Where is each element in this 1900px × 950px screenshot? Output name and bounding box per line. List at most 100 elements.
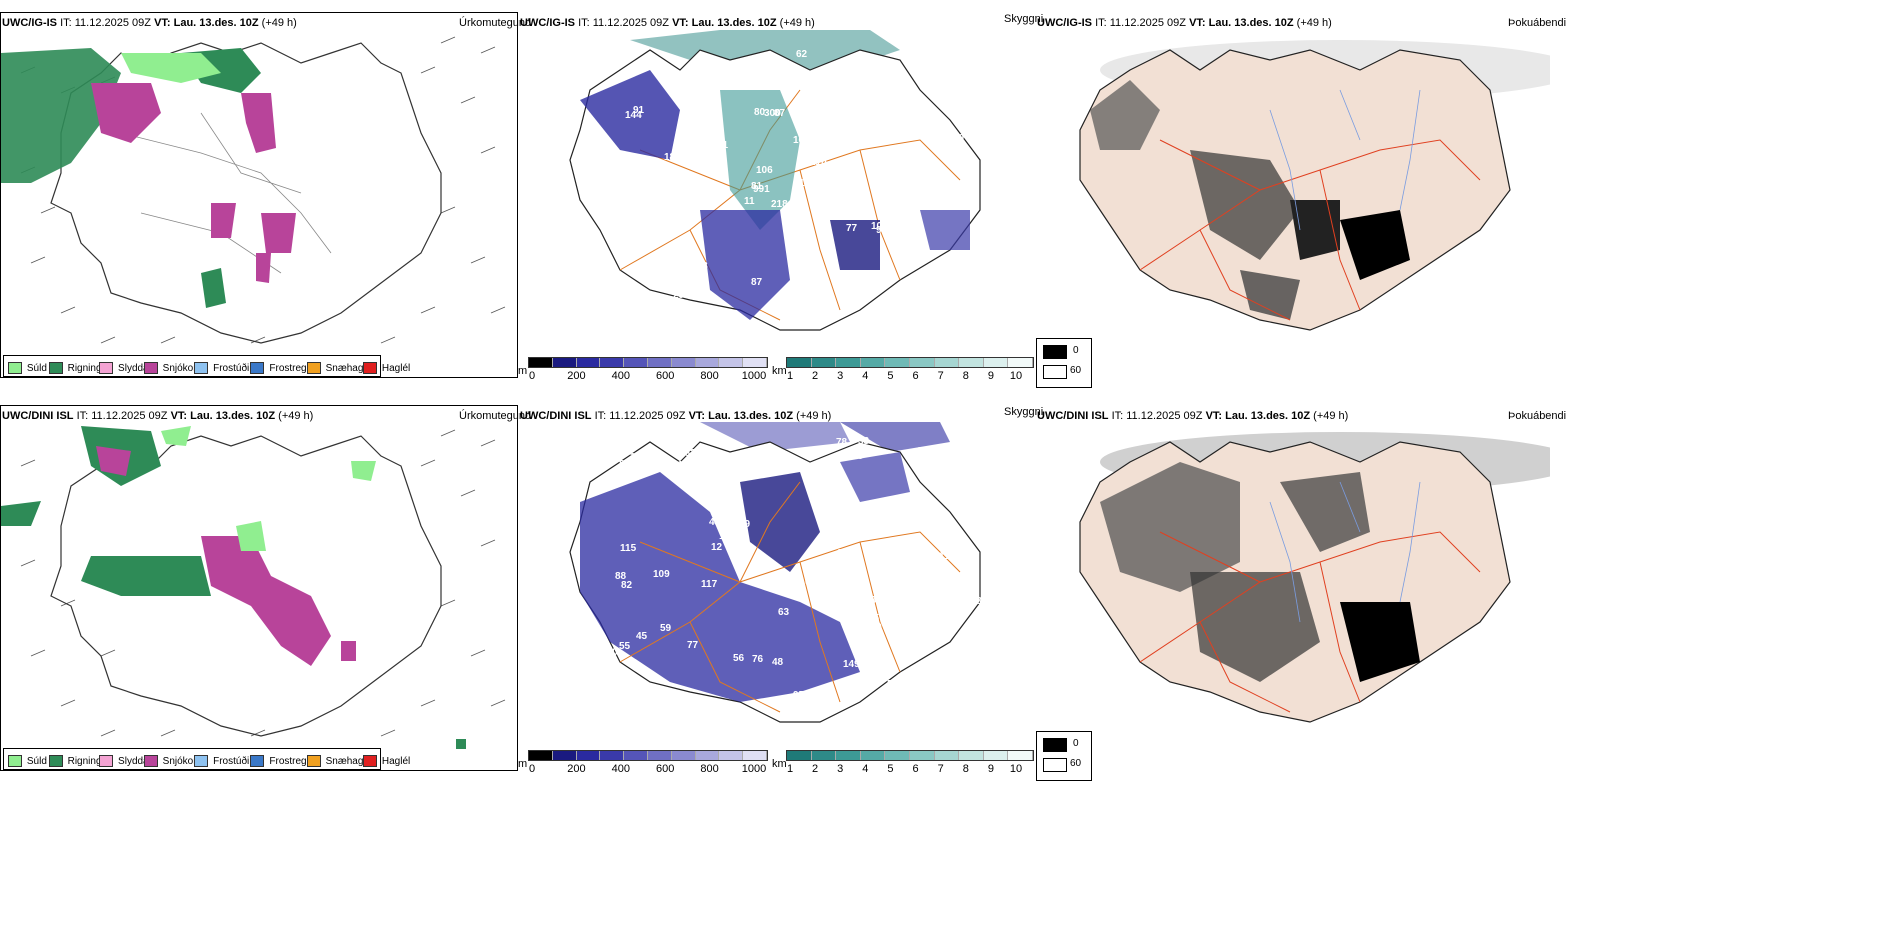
visibility-value-label: 53 bbox=[953, 95, 965, 106]
colorbar-tick: 9 bbox=[987, 370, 994, 382]
colorbar-segment bbox=[860, 751, 886, 760]
visibility-value-label: 149 bbox=[843, 659, 860, 670]
visibility-value-label: 108 bbox=[965, 596, 982, 607]
colorbar-tick: 2 bbox=[812, 370, 819, 382]
visibility-value-label: 300 bbox=[764, 108, 781, 119]
fog-panel-bottom bbox=[1040, 422, 1550, 742]
visibility-value-label: 63 bbox=[640, 258, 652, 269]
visibility-value-label: 77 bbox=[846, 223, 858, 234]
visibility-value-label: 40 bbox=[735, 515, 747, 526]
m-unit-label: m bbox=[518, 758, 528, 770]
colorbar-segment bbox=[909, 358, 935, 367]
visibility-value-label: 54 bbox=[706, 142, 718, 153]
visibility-value-label: 95 bbox=[793, 690, 805, 701]
visibility-value-label: 139 bbox=[799, 178, 816, 189]
visibility-value-label: 62 bbox=[756, 67, 768, 78]
fog-legend-min: 0 bbox=[1073, 345, 1079, 356]
colorbar-segment bbox=[959, 358, 984, 367]
legend-label: Snæhagl bbox=[325, 362, 366, 374]
visibility-value-label: 56 bbox=[733, 653, 745, 664]
fog-panel-top bbox=[1040, 30, 1550, 350]
visibility-labels-top: 218 144 991 419 210 398 45 87 72 139 52 104 18 53 11 55… bbox=[599, 49, 965, 329]
visibility-value-label: 58 bbox=[614, 475, 626, 486]
legend-swatch bbox=[306, 362, 321, 374]
colorbar-tick: 2 bbox=[812, 763, 819, 775]
precip-title-top: Úrkomutegund bbox=[459, 17, 532, 29]
visibility-value-label: 55 bbox=[619, 641, 631, 652]
colorbar-segment bbox=[647, 751, 672, 760]
visibility-value-label: 210 bbox=[810, 157, 827, 168]
visibility-value-label: 106 bbox=[756, 165, 773, 176]
legend-label: Slydda bbox=[118, 362, 149, 374]
legend-swatch bbox=[48, 755, 63, 767]
visibility-value-label: 109 bbox=[653, 569, 670, 580]
visibility-labels-bottom: 138 118 81 162 79 51 55 48 43 57 58 88 85 81 56 11 63 61 4… bbox=[601, 436, 982, 718]
colorbar-tick: 8 bbox=[962, 370, 969, 382]
colorbar-tick: 7 bbox=[937, 370, 944, 382]
legend-label: Frostregn bbox=[269, 362, 313, 374]
visibility-value-label: 115 bbox=[620, 543, 637, 554]
colorbar-tick: 600 bbox=[656, 763, 675, 775]
visibility-map-top: 218 144 991 419 210 398 45 87 72 139 52 104 18 53 11 55… bbox=[569, 30, 981, 331]
visibility-value-label: 48 bbox=[772, 657, 784, 668]
legend-item-1: Rigning bbox=[48, 754, 102, 768]
visibility-colorbar-m-top: m 0 200 400 600 800 1000 bbox=[518, 357, 768, 382]
visibility-value-label: 57 bbox=[816, 707, 828, 718]
legend-label: Frostúði bbox=[213, 362, 250, 374]
visibility-value-label: 97 bbox=[815, 154, 827, 165]
visibility-value-label: 87 bbox=[751, 277, 763, 288]
legend-label: Súld bbox=[26, 362, 47, 374]
colorbar-segment bbox=[885, 358, 910, 367]
fog-legend-min: 0 bbox=[1073, 738, 1079, 749]
fog-legend-max: 60 bbox=[1070, 758, 1082, 769]
legend-item-1: Rigning bbox=[48, 361, 102, 375]
visibility-value-label: 86 bbox=[938, 604, 950, 615]
visibility-value-label: 85 bbox=[917, 446, 929, 457]
colorbar-tick: 6 bbox=[912, 370, 919, 382]
visibility-value-label: 118 bbox=[927, 584, 944, 595]
colorbar-segment bbox=[1008, 751, 1033, 760]
colorbar-segment bbox=[860, 358, 886, 367]
legend-item-2: Slydda bbox=[99, 361, 149, 375]
colorbar-segment bbox=[983, 751, 1009, 760]
visibility-value-label: 81 bbox=[936, 682, 948, 693]
visibility-value-label: 59 bbox=[660, 623, 672, 634]
colorbar-segment bbox=[719, 358, 744, 367]
legend-item-7: Haglél bbox=[362, 754, 410, 768]
visibility-value-label: 10 bbox=[871, 221, 883, 232]
colorbar-segment bbox=[983, 358, 1009, 367]
colorbar-segment bbox=[1008, 358, 1033, 367]
legend-swatch bbox=[362, 362, 377, 374]
header-vis-top: UWC/IG-IS IT: 11.12.2025 09Z VT: Lau. 13… bbox=[520, 17, 815, 29]
precip-type-panel-top: Súld Rigning Slydda Snjókoma Frostúði Frostre… bbox=[0, 12, 518, 378]
visibility-panel-top: 218 144 991 419 210 398 45 87 72 139 52 104 18 53 11 55… bbox=[540, 30, 1010, 350]
colorbar-segment bbox=[600, 751, 625, 760]
visibility-value-label: 55 bbox=[842, 121, 854, 132]
visibility-value-label: 76 bbox=[752, 654, 764, 665]
fog-map-bottom bbox=[1040, 422, 1550, 742]
visibility-value-label: 121 bbox=[898, 616, 915, 627]
colorbar-segment bbox=[529, 358, 553, 367]
colorbar-tick: 1000 bbox=[741, 763, 767, 775]
colorbar-segment bbox=[695, 358, 720, 367]
colorbar-segment bbox=[787, 358, 812, 367]
precip-map-bottom bbox=[1, 406, 517, 770]
legend-swatch bbox=[48, 362, 63, 374]
colorbar-tick: 200 bbox=[567, 370, 586, 382]
visibility-value-label: 45 bbox=[836, 63, 848, 74]
visibility-colorbar-km-top: km 1 2 3 4 5 6 7 8 9 10 bbox=[772, 357, 1034, 382]
colorbar-segment bbox=[959, 751, 984, 760]
header-precip-top: UWC/IG-IS IT: 11.12.2025 09Z VT: Lau. 13… bbox=[2, 17, 297, 29]
colorbar-segment bbox=[836, 358, 861, 367]
colorbar-segment bbox=[934, 751, 960, 760]
visibility-value-label: 62 bbox=[796, 49, 808, 60]
legend-swatch bbox=[143, 755, 158, 767]
visibility-value-label: 117 bbox=[701, 579, 718, 590]
visibility-value-label: 144 bbox=[625, 110, 642, 121]
colorbar-tick: 0 bbox=[528, 370, 536, 382]
visibility-value-label: 79 bbox=[739, 519, 751, 530]
colorbar-tick: 5 bbox=[887, 763, 894, 775]
visibility-value-label: 45 bbox=[636, 631, 648, 642]
visibility-value-label: 48 bbox=[852, 451, 864, 462]
legend-item-0: Súld bbox=[7, 361, 47, 375]
